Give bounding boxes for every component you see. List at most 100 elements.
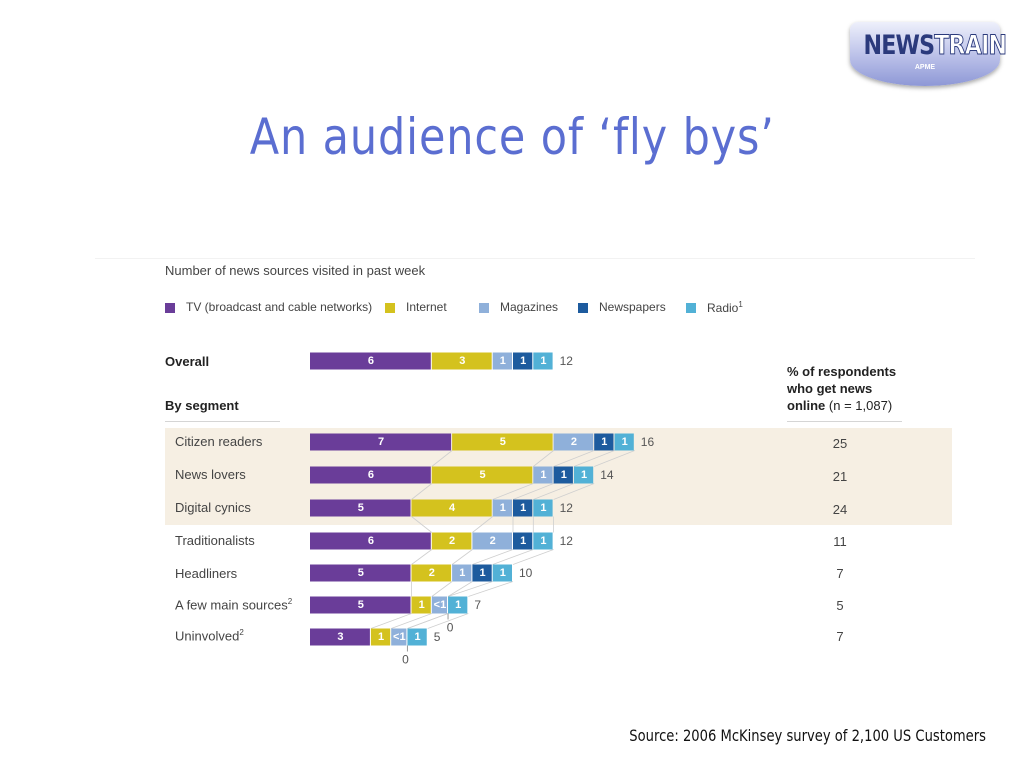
bar-segment-2-tv: [310, 499, 411, 517]
bar-label-segment-2-radio: 1: [540, 502, 546, 514]
connector-line: [431, 581, 453, 597]
bar-label-segment-2-magazines: 1: [500, 502, 506, 514]
bar-label-segment-2-tv: 5: [358, 502, 364, 514]
row-label-traditionalists: Traditionalists: [175, 533, 255, 548]
row-label-few-main-sources: A few main sources2: [175, 597, 293, 613]
bar-label-segment-0-newspapers: 1: [601, 436, 607, 448]
source-note: Source: 2006 McKinsey survey of 2,100 US…: [629, 726, 986, 745]
bar-segment-3-tv: [310, 532, 431, 550]
total-label-segment-1: 14: [600, 468, 614, 482]
bar-label-segment-3-newspapers: 1: [520, 535, 526, 547]
pct-value-citizen-readers: 25: [832, 436, 848, 451]
bar-label-segment-3-tv: 6: [368, 535, 374, 547]
bar-segment-1-internet: [431, 466, 533, 484]
bar-overall-tv: [310, 352, 431, 370]
overall-label: Overall: [165, 354, 210, 369]
bar-overall-newspapers: [513, 352, 533, 370]
bar-segment-3-radio: [533, 532, 553, 550]
bar-label-segment-2-internet: 4: [449, 502, 456, 514]
slide-title: An audience of ‘fly bys’: [249, 108, 775, 166]
connector-line: [472, 516, 493, 533]
bar-label-segment-0-radio: 1: [622, 436, 628, 448]
row-label-digital-cynics: Digital cynics: [175, 500, 251, 515]
connector-line: [411, 549, 433, 565]
row-label-headliners: Headliners: [175, 566, 238, 581]
bar-segment-0-radio: [614, 433, 634, 451]
connector-line: [553, 450, 595, 467]
bar-segment-1-radio: [573, 466, 594, 484]
pct-value-uninvolved: 7: [836, 629, 844, 644]
total-label-segment-6: 5: [434, 630, 441, 644]
row-label-news-lovers: News lovers: [175, 467, 246, 482]
bar-label-segment-1-radio: 1: [581, 469, 587, 481]
total-label-segment-0: 16: [641, 435, 655, 449]
connector-line: [447, 581, 493, 597]
bar-segment-0-tv: [310, 433, 452, 451]
bar-segment-0-internet: [452, 433, 553, 451]
connector-line: [533, 483, 575, 500]
segment-header: By segment: [165, 398, 239, 413]
connector-line: [427, 613, 469, 629]
bar-label-segment-4-magazines: 1: [459, 567, 465, 579]
pct-value-news-lovers: 21: [832, 469, 848, 484]
bar-label-segment-1-internet: 5: [479, 469, 485, 481]
bar-label-segment-5-tv: 5: [358, 599, 364, 611]
total-label-segment-5: 7: [474, 598, 481, 612]
connector-line: [512, 483, 554, 500]
pct-value-few-main-sources: 5: [836, 598, 844, 613]
bar-label-segment-3-radio: 1: [540, 535, 546, 547]
connector-line: [472, 549, 514, 565]
pct-value-traditionalists: 11: [833, 534, 847, 549]
bar-segment-5-tv: [310, 596, 411, 614]
bar-segment-3-magazines: [472, 532, 512, 550]
bar-segment-3-internet: [431, 532, 472, 550]
connector-line: [451, 549, 473, 565]
bar-segment-1-tv: [310, 466, 431, 484]
bar-label-overall-tv: 6: [368, 355, 374, 367]
bar-label-segment-1-tv: 6: [368, 469, 374, 481]
bar-overall-radio: [533, 352, 553, 370]
bar-segment-6-radio: [407, 628, 427, 646]
pct-value-digital-cynics: 24: [832, 502, 848, 517]
chart-frame: [95, 258, 975, 688]
bar-segment-5-internet: [411, 596, 431, 614]
connector-line: [512, 549, 554, 565]
connector-line: [468, 581, 514, 597]
bar-segment-2-internet: [411, 499, 492, 517]
newstrain-logo: NEWSTRAIN APME: [850, 22, 1007, 86]
zero-label-segment-6: 0: [402, 653, 409, 667]
bar-overall-magazines: [492, 352, 512, 370]
bar-segment-0-newspapers: [594, 433, 614, 451]
bar-overall-internet: [431, 352, 492, 370]
bar-segment-4-magazines: [452, 564, 472, 582]
bar-segment-2-newspapers: [513, 499, 533, 517]
connector-line: [431, 450, 453, 467]
pct-online-header: % of respondents who get news online (n …: [787, 364, 897, 413]
total-label-overall: 12: [560, 354, 574, 368]
bar-label-segment-5-internet: 1: [419, 599, 425, 611]
bar-label-segment-3-magazines: 2: [490, 535, 496, 547]
total-label-segment-4: 10: [519, 566, 533, 580]
bar-label-segment-0-magazines: 2: [571, 436, 577, 448]
chart-title: Number of news sources visited in past w…: [165, 263, 426, 278]
bar-label-segment-4-newspapers: 1: [479, 567, 485, 579]
bar-label-segment-4-tv: 5: [358, 567, 364, 579]
bar-label-segment-0-tv: 7: [378, 436, 384, 448]
bar-segment-6-tv: [310, 628, 370, 646]
bar-segment-6-magazines: [391, 628, 407, 646]
bar-label-segment-6-internet: 1: [378, 631, 384, 643]
bar-label-overall-newspapers: 1: [520, 355, 526, 367]
connector-line: [407, 613, 449, 629]
connector-line: [492, 549, 534, 565]
total-label-segment-3: 12: [560, 534, 574, 548]
bar-label-segment-6-tv: 3: [337, 631, 343, 643]
bar-segment-3-newspapers: [513, 532, 533, 550]
bar-label-segment-4-internet: 2: [429, 567, 435, 579]
connector-line: [492, 483, 534, 500]
bar-segment-2-radio: [533, 499, 553, 517]
connector-line: [573, 450, 615, 467]
segment-header-rule: [165, 421, 280, 422]
connector-line: [391, 613, 432, 629]
bar-segment-1-magazines: [533, 466, 553, 484]
